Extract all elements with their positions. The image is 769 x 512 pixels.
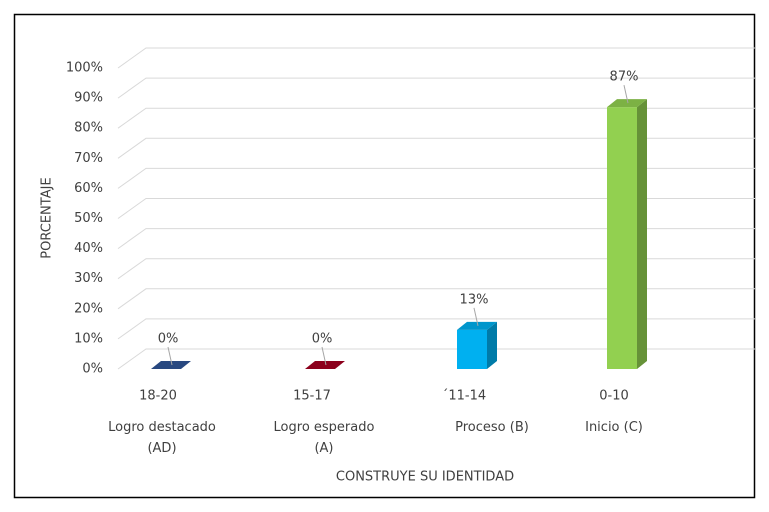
grid-line [117,228,755,250]
x-tick-label: ´11-14 [442,389,486,404]
value-label: 0% [158,332,179,347]
y-tick-label: 50% [74,211,103,226]
category-description: Logro destacado (AD) [108,420,216,456]
grid-line [117,348,755,370]
x-axis-title: CONSTRUYE SU IDENTIDAD [336,470,514,485]
leader-line [623,85,629,104]
y-tick-label: 0% [82,362,103,377]
leader-line [473,307,479,326]
grid-line [117,77,755,99]
value-label: 87% [610,70,639,85]
y-tick-label: 60% [74,181,103,196]
grid-line [117,47,755,69]
y-axis-title: PORCENTAJE [40,177,55,258]
bar-side [637,99,647,369]
grid-line [117,198,755,219]
grid-line [117,318,755,340]
grid-line [117,167,755,189]
y-tick-label: 10% [74,331,103,346]
leader-line [321,346,327,366]
leader-line [167,346,173,366]
bar [607,107,637,369]
category-description: Proceso (B) [455,420,529,435]
x-tick-label: 15-17 [293,389,331,404]
category-description: Inicio (C) [585,420,643,435]
category-description: Logro esperado (A) [273,420,375,456]
grid-line [117,288,755,310]
x-tick-label: 0-10 [599,389,629,404]
grid-line [117,258,755,280]
bar-top [305,361,345,369]
bar-top [151,361,191,369]
y-tick-label: 70% [74,151,103,166]
y-tick-label: 40% [74,241,103,256]
x-tick-label: 18-20 [139,389,177,404]
grid-line [117,137,755,159]
bar [457,329,487,369]
value-label: 0% [312,332,333,347]
bar-top [607,99,647,108]
grid-line [117,107,755,129]
value-label: 13% [460,292,489,307]
y-tick-label: 100% [66,61,103,76]
y-tick-label: 90% [74,91,103,106]
y-tick-label: 30% [74,271,103,286]
bar-top [457,321,497,330]
bar-side [487,321,497,369]
y-tick-label: 20% [74,301,103,316]
y-tick-label: 80% [74,121,103,136]
